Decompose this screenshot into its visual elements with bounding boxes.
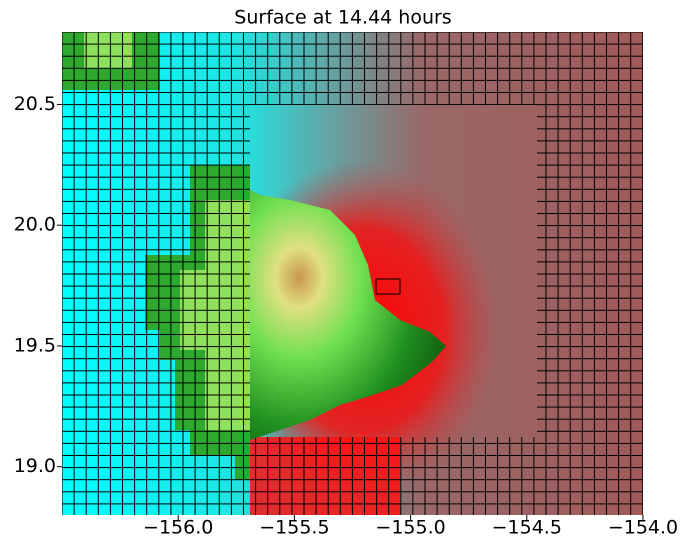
y-tick-label: 20.5: [14, 93, 56, 115]
surface-image: [62, 32, 643, 515]
x-tick-label: −155.5: [259, 517, 329, 539]
chart-title: Surface at 14.44 hours: [234, 7, 451, 29]
x-tick-label: −156.0: [143, 517, 213, 539]
y-tick-label: 19.0: [14, 455, 56, 477]
y-tick-label: 19.5: [14, 334, 56, 356]
x-tick-label: −154.5: [492, 517, 562, 539]
x-tick-label: −154.0: [608, 517, 678, 539]
x-tick-label: −155.0: [375, 517, 445, 539]
y-tick-label: 20.0: [14, 214, 56, 236]
